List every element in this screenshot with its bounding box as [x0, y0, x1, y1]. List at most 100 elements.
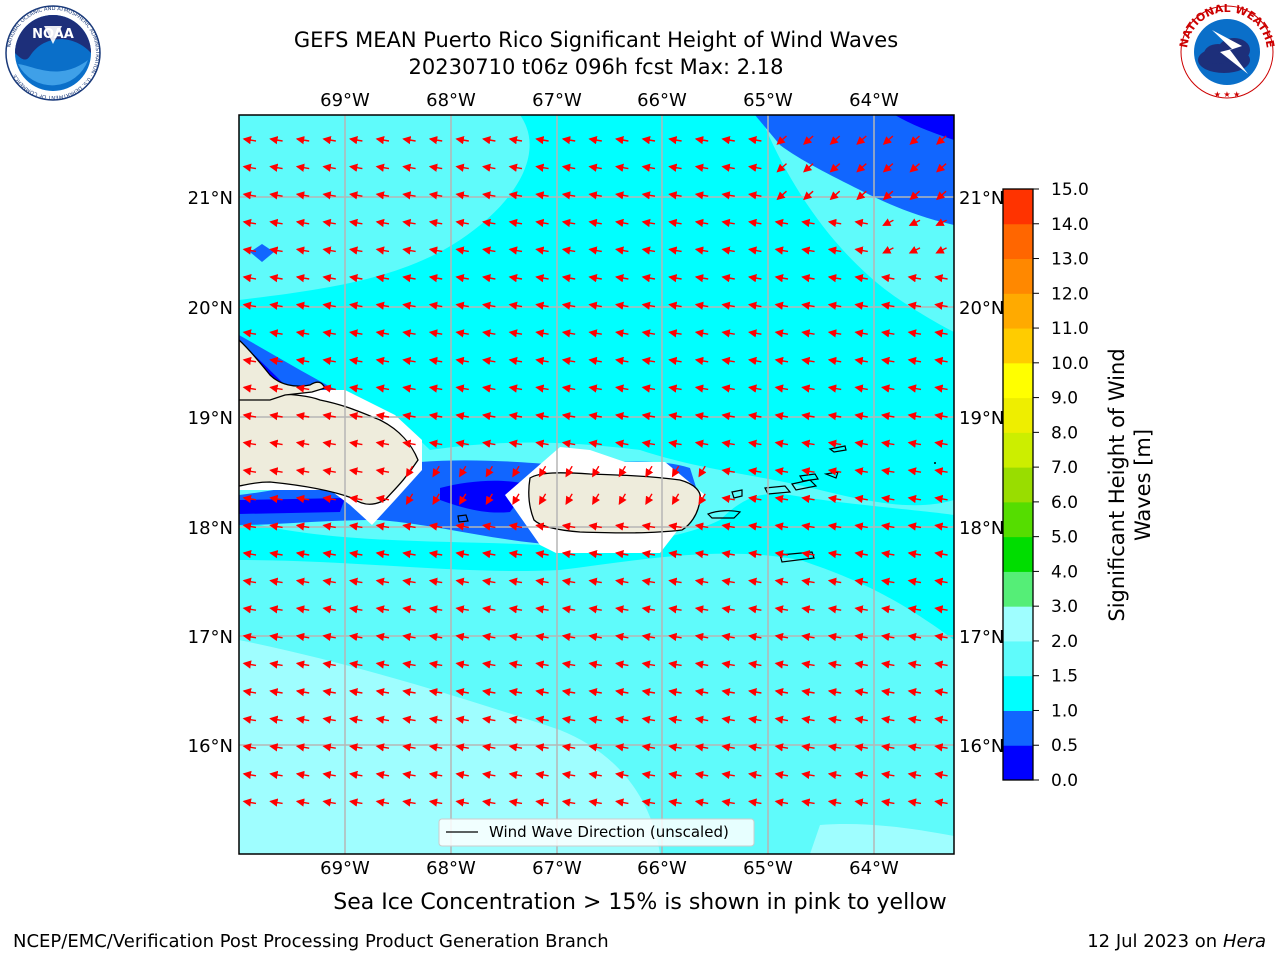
wind-arrow	[615, 743, 629, 752]
wind-arrow	[242, 163, 257, 172]
wind-arrow	[242, 494, 257, 504]
wind-arrow	[269, 329, 283, 338]
wind-arrow	[854, 798, 868, 807]
island-sombrero	[934, 462, 936, 464]
wind-arrow	[641, 688, 656, 697]
wind-arrow	[485, 493, 494, 506]
wind-arrow	[455, 577, 469, 586]
wind-arrow	[854, 688, 868, 697]
island-st-thomas	[764, 485, 792, 495]
wind-arrow	[801, 274, 815, 283]
wind-arrow	[641, 163, 656, 172]
wind-arrow	[535, 136, 549, 145]
colorbar-tick-label: 2.0	[1051, 632, 1078, 652]
wind-arrow	[721, 770, 735, 780]
wind-arrow	[801, 218, 815, 228]
colorbar-tick-label: 0.5	[1051, 736, 1078, 756]
wind-arrow	[721, 246, 735, 255]
wind-arrow	[242, 688, 257, 697]
wind-arrow	[428, 439, 443, 448]
wind-arrow	[882, 135, 894, 145]
wind-arrow	[801, 329, 815, 338]
wind-arrow	[774, 550, 789, 559]
wind-arrow	[907, 301, 922, 310]
colorbar-tick-label: 4.0	[1051, 562, 1078, 582]
wind-arrow	[774, 688, 789, 697]
wind-arrow	[588, 246, 602, 255]
wind-arrow	[694, 632, 709, 642]
wind-arrow	[535, 632, 549, 642]
wind-arrow	[934, 467, 948, 476]
wind-arrow	[322, 770, 336, 780]
wind-arrow	[881, 770, 895, 780]
wind-arrow	[881, 632, 895, 642]
wind-arrow	[721, 329, 735, 338]
wind-arrow	[322, 522, 336, 531]
wind-arrow	[774, 632, 789, 642]
wind-arrow	[455, 605, 469, 614]
wind-arrow	[535, 743, 549, 752]
colorbar-segment	[1003, 536, 1033, 572]
wind-arrow	[535, 163, 549, 172]
wind-arrow	[907, 577, 922, 586]
wind-arrow	[668, 522, 682, 531]
wind-arrow	[801, 522, 815, 531]
wind-arrow	[322, 660, 336, 669]
wind-arrow	[748, 632, 762, 642]
wind-arrow	[455, 439, 469, 448]
wind-arrow	[881, 329, 895, 338]
wind-arrow	[854, 494, 868, 504]
wind-arrow	[854, 577, 868, 586]
wind-arrow	[535, 577, 549, 586]
colorbar-segment	[1003, 258, 1033, 294]
wind-arrow	[721, 274, 735, 283]
wind-arrow	[618, 493, 627, 506]
wind-arrow	[402, 218, 416, 228]
wind-arrow	[854, 743, 868, 752]
wind-arrow	[721, 218, 735, 228]
wind-arrow	[748, 246, 762, 255]
wind-arrow	[615, 522, 629, 531]
wind-arrow	[909, 163, 920, 173]
wind-arrow	[829, 135, 841, 145]
wind-arrow	[801, 384, 815, 393]
wind-arrow	[349, 439, 363, 448]
wind-arrow	[827, 218, 842, 228]
wind-arrow	[827, 577, 842, 586]
wind-arrow	[641, 577, 656, 586]
wind-arrow	[482, 743, 496, 752]
wind-arrow	[854, 660, 868, 669]
wind-arrow	[269, 605, 283, 614]
wind-arrow	[402, 798, 416, 807]
wind-arrow	[561, 743, 576, 752]
wind-arrow	[615, 660, 629, 669]
wind-arrow	[295, 163, 310, 172]
wind-arrow	[535, 329, 549, 338]
wind-arrow	[459, 493, 468, 506]
wind-arrow	[535, 798, 549, 807]
wind-arrow	[881, 384, 895, 393]
wind-arrow	[801, 439, 815, 448]
wind-arrow	[907, 743, 922, 752]
wind-arrow	[242, 439, 257, 448]
wind-arrow	[428, 412, 443, 421]
wind-arrow	[482, 384, 496, 393]
wind-arrow	[349, 605, 363, 614]
sea-light-southeast	[810, 824, 954, 854]
wind-arrow	[854, 356, 868, 366]
wind-arrow	[907, 412, 922, 421]
wind-arrow	[375, 522, 390, 531]
wind-arrow	[242, 798, 257, 807]
wind-arrow	[349, 660, 363, 669]
island-mona	[457, 514, 469, 523]
wind-arrow	[482, 632, 496, 642]
wind-arrow	[748, 715, 762, 724]
wind-arrow	[827, 274, 842, 283]
wind-arrow	[375, 605, 390, 614]
wind-arrow	[508, 522, 523, 531]
wind-arrow	[934, 274, 948, 283]
wind-arrow	[402, 605, 416, 614]
colorbar-label-line2: Waves [m]	[1131, 429, 1155, 541]
wind-arrow	[349, 329, 363, 338]
